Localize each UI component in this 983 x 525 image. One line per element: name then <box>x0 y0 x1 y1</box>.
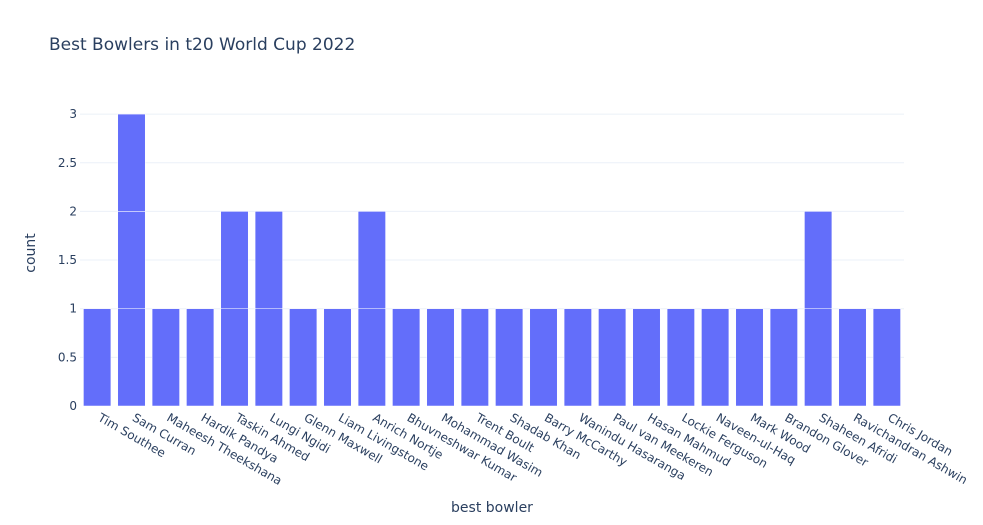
bar-segment <box>117 211 146 309</box>
bar <box>426 308 455 407</box>
bar-segment <box>563 308 592 407</box>
y-tick-label: 0.5 <box>58 350 77 364</box>
bar-segment <box>460 308 489 407</box>
bar-segment <box>632 308 661 407</box>
y-tick-label: 3 <box>69 107 77 121</box>
bar <box>357 211 386 407</box>
bar <box>254 211 283 407</box>
bar <box>769 308 798 407</box>
bar-segment <box>186 308 215 407</box>
bar <box>598 308 627 407</box>
bar-segment <box>117 113 146 212</box>
bar-segment <box>289 308 318 407</box>
bar-segment <box>357 211 386 309</box>
bar-segment <box>151 308 180 407</box>
bar <box>323 308 352 407</box>
bar <box>838 308 867 407</box>
bar-segment <box>357 308 386 407</box>
bar <box>701 308 730 407</box>
bar-segment <box>735 308 764 407</box>
bar <box>460 308 489 407</box>
bar-segment <box>117 308 146 407</box>
y-gridlines <box>80 113 904 358</box>
bar <box>151 308 180 407</box>
bar <box>666 308 695 407</box>
y-tick-label: 2.5 <box>58 156 77 170</box>
y-tick-label: 1 <box>69 302 77 316</box>
bar <box>186 308 215 407</box>
bar-segment <box>254 211 283 309</box>
bar-segment <box>426 308 455 407</box>
bar <box>804 211 833 407</box>
bar <box>117 113 146 407</box>
bars <box>83 113 901 407</box>
bar-segment <box>701 308 730 407</box>
x-axis-title: best bowler <box>451 500 533 516</box>
bar <box>735 308 764 407</box>
y-tick-label: 1.5 <box>58 253 77 267</box>
bar <box>220 211 249 407</box>
bar <box>529 308 558 407</box>
y-axis-ticks: 0 0.5 1 1.5 2 2.5 3 <box>58 107 77 413</box>
bar-segment <box>769 308 798 407</box>
bar-segment <box>220 211 249 309</box>
bar-segment <box>804 308 833 407</box>
bar <box>563 308 592 407</box>
y-tick-label: 2 <box>69 204 77 218</box>
bar <box>392 308 421 407</box>
bar-segment <box>838 308 867 407</box>
bar <box>872 308 901 407</box>
bar-segment <box>872 308 901 407</box>
bar-segment <box>598 308 627 407</box>
y-tick-label: 0 <box>69 399 77 413</box>
bar-segment <box>254 308 283 407</box>
bar-segment <box>804 211 833 309</box>
bar <box>632 308 661 407</box>
bar-segment <box>529 308 558 407</box>
bar-segment <box>83 308 112 407</box>
bar-segment <box>666 308 695 407</box>
bar-segment <box>220 308 249 407</box>
bar-segment <box>323 308 352 407</box>
chart-title: Best Bowlers in t20 World Cup 2022 <box>49 35 355 55</box>
bar <box>495 308 524 407</box>
bar <box>83 308 112 407</box>
y-axis-title: count <box>23 233 39 273</box>
bar-segment <box>392 308 421 407</box>
bar <box>289 308 318 407</box>
bar-segment <box>495 308 524 407</box>
